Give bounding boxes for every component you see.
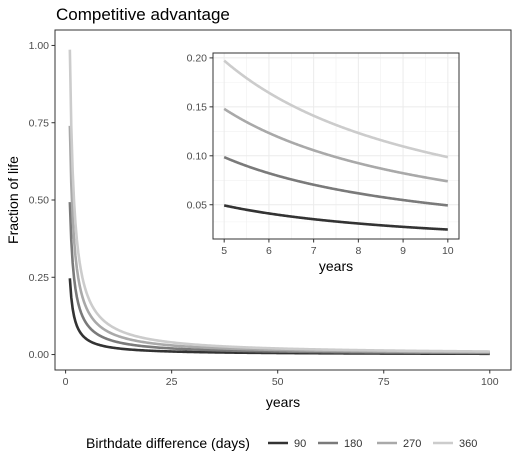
inset-panel-border xyxy=(212,52,460,240)
y-tick-label: 0.10 xyxy=(187,150,208,162)
legend: Birthdate difference (days) 90 180 270 360 xyxy=(86,435,477,451)
x-tick-label: 6 xyxy=(266,245,272,257)
x-tick-label: 75 xyxy=(378,376,390,388)
x-tick-label: 25 xyxy=(166,376,178,388)
inset-x-axis-title: years xyxy=(319,258,353,274)
x-tick-label: 10 xyxy=(442,245,454,257)
y-tick-label: 1.00 xyxy=(29,40,50,52)
main-y-axis-title: Fraction of life xyxy=(5,156,21,244)
x-tick-label: 5 xyxy=(221,245,227,257)
series-line-270 xyxy=(223,107,449,183)
y-tick-label: 0.05 xyxy=(187,199,208,211)
x-tick-label: 0 xyxy=(63,376,69,388)
x-tick-label: 8 xyxy=(355,245,361,257)
x-tick-label: 100 xyxy=(481,376,499,388)
y-tick-label: 0.00 xyxy=(29,349,50,361)
inset-axis-ticks: 5 6 7 8 9 10 0.05 0.10 0.15 0.20 xyxy=(187,53,454,257)
legend-label-90: 90 xyxy=(294,438,306,450)
y-tick-label: 0.15 xyxy=(187,102,208,114)
y-tick-label: 0.75 xyxy=(29,117,50,129)
inset-plot-lines xyxy=(223,59,449,231)
main-plot-lines xyxy=(68,49,490,356)
series-line-90 xyxy=(223,204,449,231)
x-tick-label: 9 xyxy=(400,245,406,257)
series-line-180 xyxy=(223,155,449,207)
series-line-360 xyxy=(223,59,449,159)
legend-items: 90 180 270 360 xyxy=(268,438,477,450)
legend-label-270: 270 xyxy=(403,438,421,450)
x-tick-label: 50 xyxy=(272,376,284,388)
chart-title: Competitive advantage xyxy=(56,5,230,24)
series-line-360 xyxy=(68,49,490,353)
x-tick-label: 7 xyxy=(311,245,317,257)
legend-label-180: 180 xyxy=(344,438,362,450)
legend-title: Birthdate difference (days) xyxy=(86,435,250,451)
y-tick-label: 0.50 xyxy=(29,195,50,207)
main-x-axis-title: years xyxy=(266,394,300,410)
y-tick-label: 0.20 xyxy=(187,53,208,65)
legend-label-360: 360 xyxy=(459,438,477,450)
y-tick-label: 0.25 xyxy=(29,272,50,284)
